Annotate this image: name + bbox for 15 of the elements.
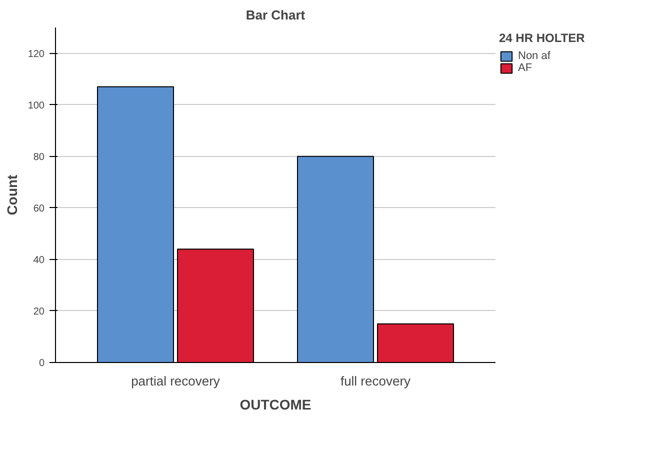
x-tick-label: partial recovery — [131, 374, 220, 388]
y-axis-title: Count — [4, 174, 20, 216]
legend-label: AF — [518, 62, 534, 74]
x-tick-label: full recovery — [340, 374, 412, 388]
y-tick-label: 60 — [33, 203, 45, 214]
y-tick-label: 40 — [33, 254, 45, 266]
legend-title: 24 HR HOLTER — [499, 31, 585, 45]
y-tick-label: 20 — [33, 306, 45, 318]
legend-label: Non af — [518, 50, 550, 62]
x-axis-title: OUTCOME — [240, 396, 312, 412]
y-tick-label: 120 — [28, 48, 45, 60]
chart-title: Bar Chart — [246, 8, 306, 22]
y-tick-label: 80 — [33, 152, 45, 163]
y-tick-label: 0 — [38, 358, 45, 369]
y-tick-label: 100 — [28, 100, 45, 112]
